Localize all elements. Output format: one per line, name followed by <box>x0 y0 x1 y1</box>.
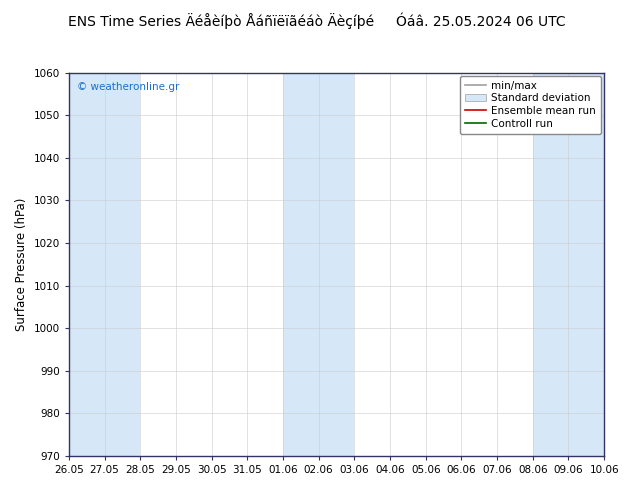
Bar <box>283 73 319 456</box>
Bar <box>69 73 105 456</box>
Text: © weatheronline.gr: © weatheronline.gr <box>77 82 179 92</box>
Text: ENS Time Series Äéåèíþò Åáñïëïãéáò Äèçíþé     Óáâ. 25.05.2024 06 UTC: ENS Time Series Äéåèíþò Åáñïëïãéáò Äèçíþ… <box>68 12 566 29</box>
Legend: min/max, Standard deviation, Ensemble mean run, Controll run: min/max, Standard deviation, Ensemble me… <box>460 75 601 134</box>
Bar <box>569 73 604 456</box>
Bar <box>319 73 354 456</box>
Bar <box>105 73 140 456</box>
Bar <box>533 73 569 456</box>
Y-axis label: Surface Pressure (hPa): Surface Pressure (hPa) <box>15 197 28 331</box>
